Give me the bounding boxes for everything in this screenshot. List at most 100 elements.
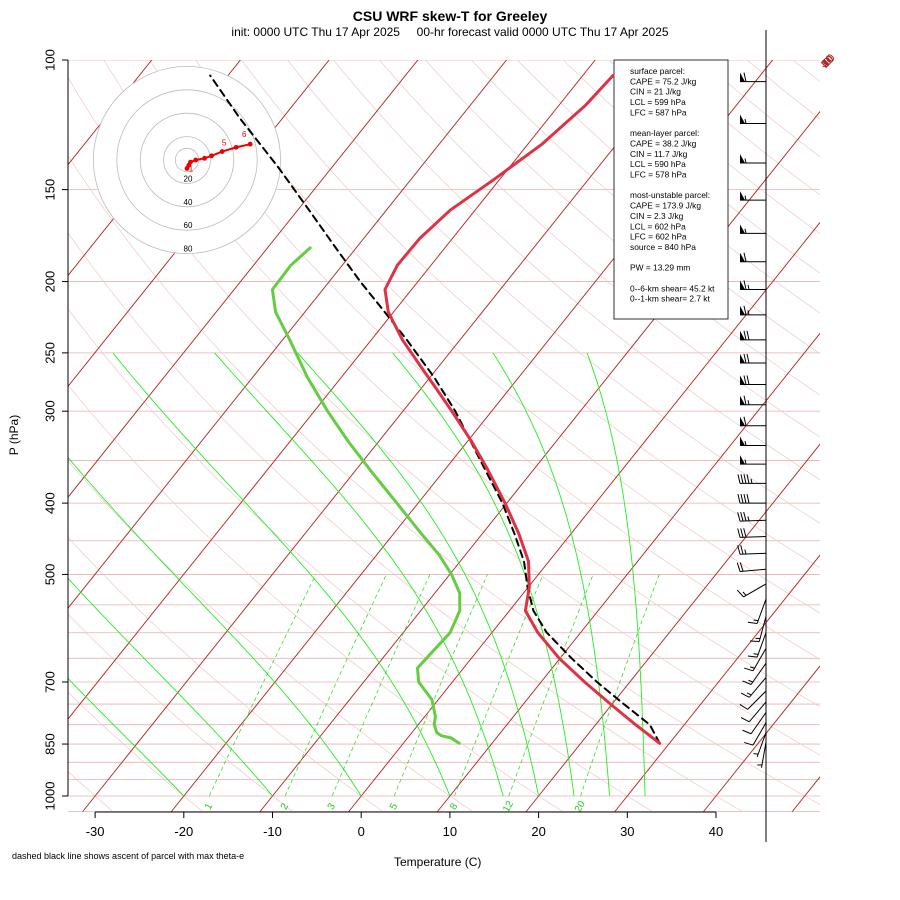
dry-adiabat: [149, 60, 820, 660]
wind-barb-flag: [740, 252, 745, 262]
x-tick-label: 30: [620, 824, 634, 839]
info-line: mean-layer parcel:: [630, 128, 699, 138]
wind-barb: [736, 562, 767, 573]
wind-barb-flag: [740, 191, 745, 201]
isotherm-line: [614, 554, 820, 812]
hodograph-point: [202, 155, 207, 161]
wind-barb: [740, 455, 766, 465]
info-line: surface parcel:: [630, 66, 685, 76]
wind-barb: [740, 416, 766, 427]
wind-barb-feather: [740, 528, 744, 538]
wind-barb: [737, 528, 767, 538]
wind-barb-staff: [747, 690, 767, 710]
hodograph-ring: [93, 66, 281, 254]
mixing-ratio-label: 2: [279, 801, 292, 812]
wind-barb-staff: [740, 568, 767, 573]
x-tick-label: -10: [263, 824, 282, 839]
wind-barb-feather: [743, 330, 747, 340]
wind-barb-feather: [737, 528, 741, 538]
wind-barb-feather: [743, 494, 747, 504]
isotherm-line: [0, 44, 76, 812]
wind-barb-feather: [737, 545, 741, 555]
info-box-frame: [613, 59, 729, 320]
hodograph-ring-label: 60: [184, 221, 193, 230]
moist-adiabat: [392, 352, 575, 797]
wind-barb: [740, 72, 766, 83]
wind-barb-staff: [748, 701, 767, 723]
wind-barb-flag: [740, 280, 745, 290]
moist-adiabat: [214, 352, 504, 797]
mixing-ratio-line: [508, 574, 594, 797]
hodograph-ring-label: 80: [184, 245, 193, 254]
wind-barb: [740, 280, 766, 290]
wind-barb-feather: [740, 494, 744, 504]
wind-barb-feather: [743, 280, 747, 290]
wind-barb-half-feather: [744, 228, 747, 234]
hodograph-point-label: 1: [189, 164, 194, 173]
moist-adiabat: [492, 352, 611, 797]
wind-barb-half-feather: [747, 400, 750, 405]
wind-barb: [740, 153, 766, 164]
wind-barb-feather: [744, 741, 754, 746]
wind-barb-feather: [743, 395, 747, 405]
hodograph-ring: [163, 136, 211, 184]
isotherm-line: [703, 665, 820, 812]
hodograph-point: [209, 153, 214, 159]
info-line: CAPE = 38.2 J/kg: [630, 138, 697, 148]
wind-barb: [740, 305, 766, 316]
wind-barb-feather: [746, 474, 750, 484]
wind-barb-feather: [746, 494, 750, 504]
wind-barb-feather: [742, 729, 752, 735]
y-tick-label: 150: [42, 179, 57, 201]
mixing-ratio-label: 1: [203, 801, 216, 812]
wind-barb-staff: [743, 583, 767, 598]
x-tick-label: 10: [443, 824, 457, 839]
mixing-ratio-line: [208, 574, 317, 797]
wind-barb-staff: [750, 712, 767, 735]
wind-barb: [740, 395, 766, 406]
wind-barb-feather: [740, 692, 750, 698]
wind-barbs: [736, 30, 767, 842]
hodograph-point-label: 5: [222, 139, 227, 148]
info-line: LCL = 599 hPa: [630, 97, 686, 107]
dry-adiabat: [68, 384, 563, 812]
wind-barb-feather: [746, 353, 750, 364]
wind-barb-feather: [743, 252, 747, 262]
wind-barb-flag: [740, 224, 745, 234]
wind-barb: [740, 252, 766, 263]
moist-adiabat: [68, 577, 273, 797]
isotherm-line: [881, 44, 900, 812]
dry-adiabat: [68, 691, 204, 812]
wind-barb-feather: [747, 655, 758, 658]
hodograph-point: [247, 141, 253, 147]
info-line: most-unstable parcel:: [630, 190, 710, 200]
wind-barb-feather: [740, 545, 744, 555]
wind-barb: [737, 511, 767, 522]
wind-barb: [740, 677, 767, 698]
info-line: CIN = 2.3 J/kg: [630, 211, 684, 221]
info-line: 0--1-km shear= 2.7 kt: [630, 294, 710, 304]
mixing-ratio-label: 20: [573, 799, 588, 815]
hodograph-ring: [139, 112, 235, 208]
wind-barb-half-feather: [748, 679, 753, 683]
wind-barb: [747, 598, 767, 624]
page-title: CSU WRF skew-T for Greeley: [352, 8, 548, 24]
wind-barb-feather: [743, 72, 747, 82]
wind-barb-feather: [746, 330, 750, 340]
wind-barb-flag: [740, 416, 745, 426]
info-line: CAPE = 173.9 J/kg: [630, 201, 701, 211]
wind-barb-feather: [743, 305, 747, 316]
dry-adiabat: [287, 60, 820, 524]
hodograph-background: [93, 66, 281, 254]
wind-barb: [737, 545, 767, 555]
dry-adiabat: [195, 60, 820, 614]
wind-barb-flag: [740, 330, 745, 340]
dry-adiabat: [241, 60, 820, 569]
dry-adiabat: [333, 60, 820, 481]
wind-barb-flag: [740, 305, 745, 315]
parcel-ascent-profile: [209, 74, 661, 745]
page-subtitle: init: 0000 UTC Thu 17 Apr 2025 00-hr for…: [231, 25, 669, 39]
wind-barb-feather: [743, 353, 747, 364]
info-line: CAPE = 75.2 J/kg: [630, 76, 697, 86]
wind-barb: [744, 722, 767, 746]
